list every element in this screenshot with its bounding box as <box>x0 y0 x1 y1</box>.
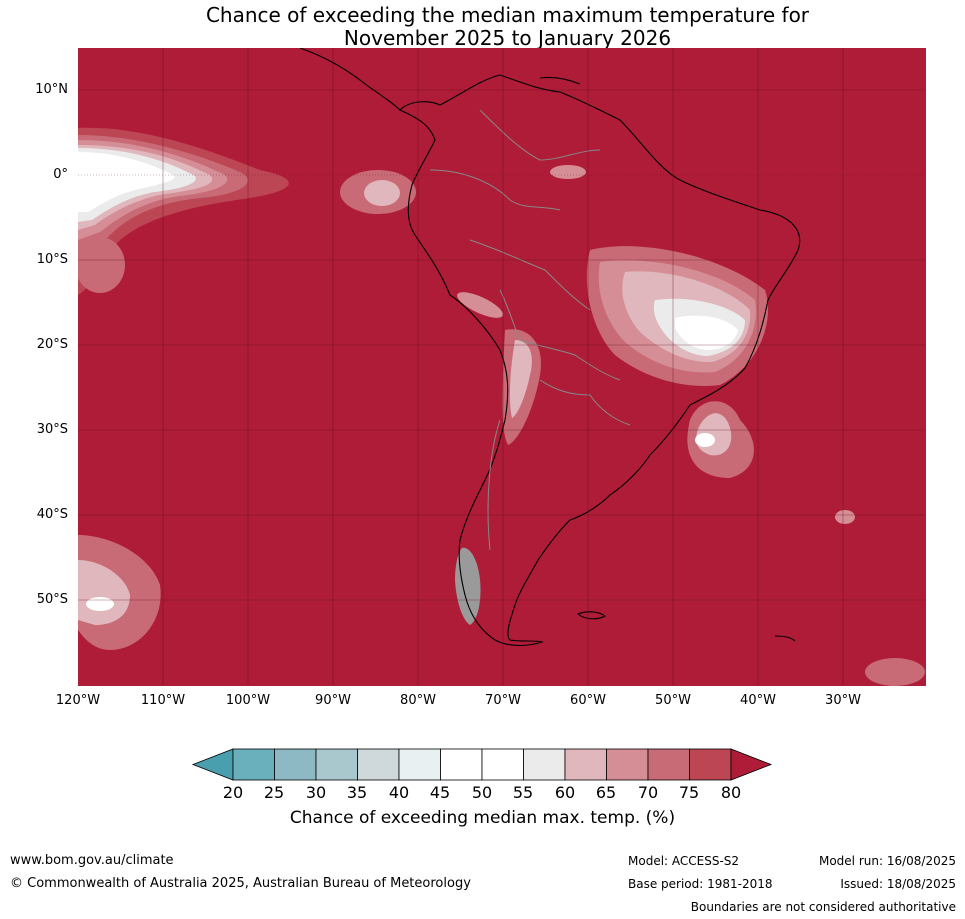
mid-atlantic-anomaly-65 <box>835 510 855 524</box>
lon-label-80w: 80°W <box>400 693 436 708</box>
colorbar-tick-25: 25 <box>263 783 285 802</box>
colorbar-cell <box>564 748 607 781</box>
colorbar-cell <box>689 748 732 781</box>
border-3 <box>499 289 621 381</box>
galapagos-anomaly-60 <box>364 180 400 206</box>
country-borders <box>429 109 631 551</box>
south-georgia <box>774 635 796 642</box>
title-line-1: Chance of exceeding the median maximum t… <box>205 3 810 27</box>
map-background <box>78 48 926 686</box>
brazil-anomaly-50 <box>675 315 738 350</box>
lon-label-90w: 90°W <box>315 693 351 708</box>
colorbar-tick-60: 60 <box>554 783 576 802</box>
lon-label-40w: 40°W <box>740 693 776 708</box>
colorbar-tick-80: 80 <box>720 783 742 802</box>
boundaries-disclaimer: Boundaries are not considered authoritat… <box>690 900 956 914</box>
lon-label-60w: 60°W <box>570 693 606 708</box>
copyright-text: © Commonwealth of Australia 2025, Austra… <box>10 876 471 891</box>
caribbean-anomaly-65 <box>550 165 586 179</box>
base-period: Base period: 1981-2018 <box>628 877 773 891</box>
map-title: Chance of exceeding the median maximum t… <box>0 4 965 50</box>
colorbar-cell <box>232 748 275 781</box>
colorbar-tick-40: 40 <box>388 783 410 802</box>
caribbean-islands <box>539 76 581 85</box>
lon-label-30w: 30°W <box>825 693 861 708</box>
lon-label-100w: 100°W <box>225 693 271 708</box>
lat-label-0: 0° <box>53 167 68 182</box>
gridlines <box>78 48 926 686</box>
colorbar-cell <box>523 748 566 781</box>
coastlines <box>299 48 801 647</box>
lon-label-70w: 70°W <box>485 693 521 708</box>
se-pacific-anomaly-50 <box>86 597 114 611</box>
falklands <box>576 611 606 620</box>
colorbar-cell <box>606 748 649 781</box>
lat-label-50s: 50°S <box>36 592 68 607</box>
website-link[interactable]: www.bom.gov.au/climate <box>10 853 174 868</box>
patagonia-anomaly-55 <box>455 547 481 625</box>
border-2 <box>469 239 591 311</box>
colorbar-cell <box>357 748 400 781</box>
colorbar-tick-35: 35 <box>346 783 368 802</box>
border-4 <box>539 379 631 426</box>
model-name: Model: ACCESS-S2 <box>628 854 740 868</box>
colorbar-tick-75: 75 <box>678 783 700 802</box>
sw-corner-anomaly-70 <box>865 658 925 686</box>
colorbar-label: Chance of exceeding median max. temp. (%… <box>289 808 676 828</box>
colorbar-tick-30: 30 <box>305 783 327 802</box>
central-america-coast <box>299 48 401 111</box>
nw-pacific-anomaly-70 <box>78 237 125 293</box>
probability-shading <box>78 127 925 686</box>
lat-label-30s: 30°S <box>36 422 68 437</box>
colorbar-tick-45: 45 <box>429 783 451 802</box>
title-line-2: November 2025 to January 2026 <box>343 26 672 50</box>
lon-label-120w: 120°W <box>55 693 101 708</box>
colorbar-tick-50: 50 <box>471 783 493 802</box>
south-america-coast <box>399 74 801 647</box>
colorbar-cell <box>315 748 358 781</box>
peru-anomaly-65 <box>457 292 503 318</box>
border-1 <box>429 169 561 211</box>
lat-label-40s: 40°S <box>36 507 68 522</box>
lon-label-50w: 50°W <box>655 693 691 708</box>
colorbar-cell <box>398 748 441 781</box>
lon-label-110w: 110°W <box>140 693 186 708</box>
border-6 <box>479 109 601 161</box>
colorbar-tick-55: 55 <box>512 783 534 802</box>
pacific-anomaly-50 <box>78 152 175 212</box>
lat-label-10n: 10°N <box>35 82 68 97</box>
colorbar-tick-70: 70 <box>637 783 659 802</box>
atlantic-anomaly-50 <box>695 433 715 447</box>
colorbar-extend-high <box>730 748 773 781</box>
colorbar-cell <box>647 748 690 781</box>
model-run: Model run: 16/08/2025 <box>818 854 956 868</box>
colorbar-cell <box>440 748 483 781</box>
colorbar-extend-low <box>191 748 234 781</box>
issued-date: Issued: 18/08/2025 <box>840 877 956 891</box>
lat-label-10s: 10°S <box>36 252 68 267</box>
probability-map <box>78 48 926 686</box>
lat-label-20s: 20°S <box>36 337 68 352</box>
colorbar-cell <box>481 748 524 781</box>
andes-anomaly-60 <box>509 340 532 418</box>
colorbar-cell <box>274 748 317 781</box>
colorbar-tick-20: 20 <box>222 783 244 802</box>
border-5 <box>487 419 501 551</box>
colorbar-tick-65: 65 <box>595 783 617 802</box>
